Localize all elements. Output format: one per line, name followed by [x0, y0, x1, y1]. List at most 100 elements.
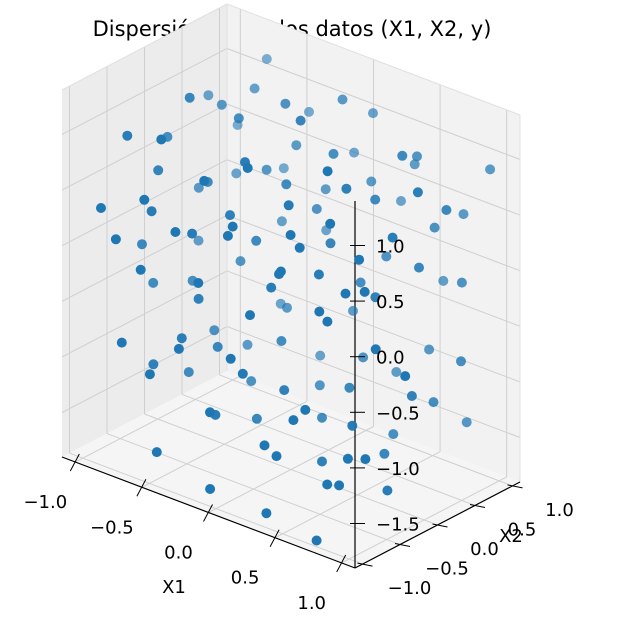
- data-point: [322, 479, 333, 490]
- data-point: [429, 222, 440, 233]
- data-point: [212, 341, 223, 352]
- data-point: [325, 218, 336, 229]
- x-tick: [203, 504, 213, 522]
- data-point: [322, 316, 333, 327]
- data-point: [456, 356, 466, 367]
- data-point: [295, 115, 306, 126]
- y-tick-label: 0.0: [470, 539, 499, 560]
- data-point: [397, 150, 408, 161]
- data-point: [314, 306, 325, 317]
- back-top-edge: [226, 3, 521, 116]
- data-point: [360, 454, 371, 465]
- tick-marks: [69, 244, 523, 573]
- data-point: [144, 369, 155, 380]
- data-point: [203, 90, 214, 101]
- data-point: [288, 415, 299, 426]
- data-point: [461, 417, 472, 428]
- data-point: [205, 484, 216, 494]
- left-top-edge: [61, 3, 228, 91]
- z-grid-left: [61, 103, 228, 191]
- data-point: [291, 140, 302, 151]
- z-tick-label: −1.5: [376, 515, 420, 536]
- data-point: [348, 305, 358, 316]
- data-point: [406, 391, 417, 401]
- data-point: [245, 310, 255, 321]
- data-point: [227, 221, 238, 232]
- x-tick: [136, 479, 147, 497]
- x-tick-label: 0.5: [231, 568, 260, 589]
- data-point: [222, 230, 233, 241]
- data-point: [304, 106, 314, 117]
- z-tick-label: −0.5: [376, 403, 420, 424]
- data-point: [317, 456, 327, 467]
- data-point: [456, 277, 467, 288]
- data-point: [278, 163, 289, 174]
- data-point: [400, 371, 411, 382]
- data-point: [458, 209, 469, 220]
- y-axis-label: X2: [499, 526, 523, 547]
- data-point: [379, 448, 390, 459]
- data-point: [193, 293, 204, 304]
- data-point: [116, 337, 127, 348]
- x-tick: [336, 554, 347, 573]
- z-grid-back: [226, 214, 521, 327]
- data-point: [96, 203, 106, 213]
- data-point: [259, 440, 270, 451]
- data-point: [231, 168, 242, 179]
- data-point: [328, 148, 339, 159]
- x-tick-label: 1.0: [297, 593, 326, 614]
- data-point: [315, 350, 326, 361]
- x-tick: [269, 529, 280, 547]
- data-point: [391, 367, 402, 377]
- data-points: [96, 54, 496, 546]
- z-tick-label: 0.5: [376, 292, 405, 313]
- y-grid-floor: [144, 413, 438, 526]
- data-point: [366, 176, 377, 187]
- data-point: [382, 485, 393, 496]
- z-tick-label: −1.0: [376, 459, 420, 480]
- data-point: [349, 147, 360, 158]
- data-point: [294, 242, 305, 253]
- z-grid-back: [226, 159, 521, 272]
- y-tick-label: −0.5: [425, 559, 469, 580]
- data-point: [266, 282, 277, 293]
- data-point: [285, 230, 296, 240]
- data-point: [146, 206, 157, 217]
- y-tick: [357, 562, 373, 567]
- data-point: [233, 113, 244, 124]
- data-point: [261, 164, 272, 175]
- data-point: [225, 210, 235, 221]
- z-tick-label: 1.0: [376, 237, 405, 258]
- data-point: [176, 333, 187, 344]
- data-point: [209, 325, 220, 336]
- data-point: [283, 200, 294, 211]
- x-tick-label: 0.0: [164, 543, 193, 564]
- data-point: [414, 262, 424, 273]
- z-grid-back: [226, 48, 521, 160]
- data-point: [424, 344, 435, 355]
- x-tick: [69, 453, 80, 472]
- data-point: [225, 353, 236, 364]
- data-point: [317, 412, 327, 423]
- y-grid-floor: [219, 374, 513, 487]
- data-point: [251, 235, 262, 246]
- data-point: [337, 94, 348, 105]
- data-point: [261, 54, 272, 64]
- data-point: [279, 385, 290, 396]
- data-point: [153, 165, 164, 176]
- data-point: [325, 238, 336, 249]
- z-tick-label: 0.0: [376, 348, 405, 369]
- data-point: [187, 228, 198, 239]
- data-point: [280, 98, 291, 109]
- z-grid-left: [61, 214, 228, 302]
- data-point: [311, 204, 322, 214]
- data-point: [381, 251, 392, 262]
- x-tick-label: −0.5: [90, 517, 134, 538]
- y-tick-label: −1.0: [388, 578, 432, 599]
- data-point: [205, 407, 215, 418]
- data-point: [370, 344, 381, 355]
- y-tick-label: 1.0: [545, 500, 574, 521]
- data-point: [396, 196, 406, 206]
- data-point: [216, 99, 227, 110]
- y-grid-floor: [69, 452, 363, 565]
